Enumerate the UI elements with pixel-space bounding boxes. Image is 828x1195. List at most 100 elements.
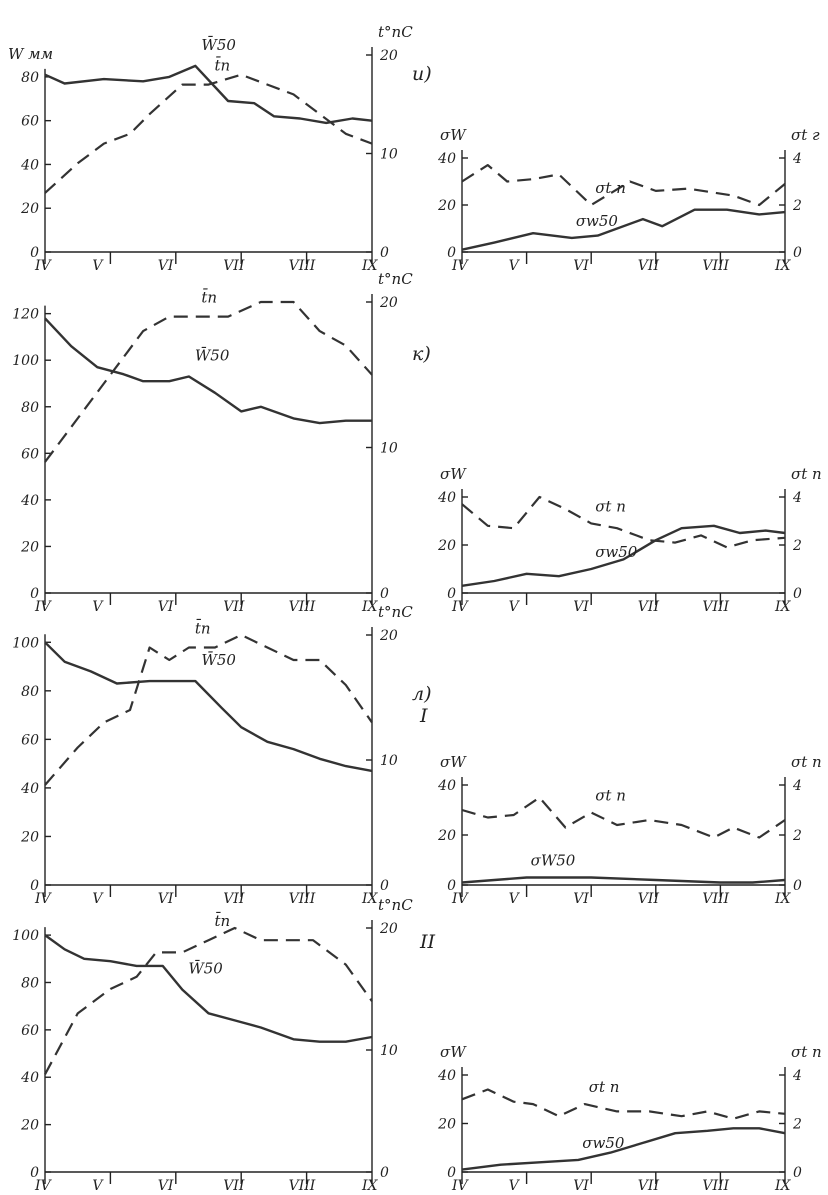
y-axis-label: σW: [440, 1043, 467, 1061]
month-label: IV: [451, 891, 470, 907]
series-label: σw50: [595, 543, 638, 561]
y2-tick-label: 10: [380, 441, 398, 457]
y2-tick-label: 10: [380, 147, 398, 163]
chart-panel-1: 0 20 40 0 2 4 IV V VI VII VIII IX σW σt г σt п σw50: [437, 126, 820, 274]
y-tick-label: 40: [20, 157, 39, 173]
series-line-temperature: [461, 1088, 786, 1120]
month-label: V: [92, 1178, 104, 1194]
y-axis-label: σW: [440, 753, 467, 771]
y-tick-label: 60: [21, 732, 39, 748]
y-tick-label: 20: [437, 1117, 456, 1133]
chart-panel-4: 0 20 40 60 80 100 0 10 20 IV V VI VII VIII IX t°пC W̄50 t…: [12, 603, 431, 907]
month-label: V: [509, 891, 521, 907]
month-label: IV: [34, 599, 53, 615]
chart-panel-3: 0 20 40 0 2 4 IV V VI VII VIII IX σW σt п σt п σw50: [437, 465, 822, 615]
y-tick-label: 80: [21, 684, 39, 700]
y-tick-label: 0: [30, 245, 39, 261]
y-tick-label: 100: [12, 635, 39, 651]
month-label: IX: [774, 891, 792, 907]
y2-tick-label: 4: [792, 151, 802, 167]
series-line-moisture: [461, 524, 786, 587]
month-label: VII: [223, 258, 245, 274]
y2-tick-label: 0: [793, 1165, 802, 1181]
y-tick-label: 20: [20, 539, 39, 555]
y-tick-label: 40: [437, 778, 456, 794]
chart-panel-6: 0 20 40 60 80 100 0 10 20 IV V VI VII VIII IX t°пC W̄50 t…: [12, 896, 435, 1194]
y-tick-label: 0: [447, 245, 456, 261]
y-tick-label: 20: [20, 1118, 39, 1134]
month-label: IV: [451, 1178, 470, 1194]
section-label: л): [412, 683, 432, 705]
y2-tick-label: 0: [793, 245, 802, 261]
month-label: V: [92, 599, 104, 615]
y-tick-label: 20: [437, 538, 456, 554]
y2-tick-label: 10: [380, 1043, 398, 1059]
series-line-moisture: [461, 208, 786, 251]
month-label: IV: [34, 258, 53, 274]
y-tick-label: 0: [30, 1165, 39, 1181]
y-tick-label: 100: [12, 928, 39, 944]
series-label: σW50: [531, 852, 576, 870]
month-label: VI: [573, 1178, 589, 1194]
series-line-moisture: [461, 1127, 786, 1171]
series-line-temperature: [461, 796, 786, 839]
month-label: VIII: [702, 599, 729, 615]
series-line-temperature: [44, 300, 373, 463]
y2-tick-label: 2: [792, 828, 802, 844]
series-line-temperature: [461, 164, 786, 207]
series-label: t̄п: [195, 619, 211, 637]
month-label: VI: [158, 599, 174, 615]
month-label: VII: [223, 891, 245, 907]
series-line-temperature: [44, 926, 373, 1075]
month-label: VI: [158, 1178, 174, 1194]
series-label: σw50: [576, 212, 619, 230]
y-tick-label: 0: [30, 878, 39, 894]
month-label: VIII: [289, 258, 316, 274]
y2-tick-label: 20: [379, 295, 398, 311]
month-label: VII: [638, 599, 660, 615]
y2-tick-label: 0: [380, 245, 389, 261]
month-label: VI: [158, 891, 174, 907]
month-label: IV: [451, 599, 470, 615]
y2-tick-label: 0: [380, 878, 389, 894]
month-label: VI: [573, 599, 589, 615]
series-label: t̄п: [201, 288, 217, 306]
y-tick-label: 80: [21, 400, 39, 416]
section-label: и): [412, 63, 432, 85]
subsection-label: II: [419, 931, 436, 953]
y-tick-label: 40: [20, 781, 39, 797]
month-label: VI: [573, 258, 589, 274]
y2-tick-label: 0: [380, 586, 389, 602]
month-label: VI: [573, 891, 589, 907]
month-label: VIII: [702, 891, 729, 907]
y-tick-label: 60: [21, 1023, 39, 1039]
month-label: VII: [223, 1178, 245, 1194]
y-tick-label: 20: [437, 198, 456, 214]
series-label: W̄50: [201, 651, 236, 669]
month-label: VIII: [702, 1178, 729, 1194]
series-line-moisture: [44, 317, 372, 425]
series-label: W̄50: [188, 960, 223, 978]
y2-tick-label: 4: [792, 490, 802, 506]
y2-tick-label: 0: [380, 1165, 389, 1181]
y2-tick-label: 2: [792, 198, 802, 214]
y-tick-label: 80: [21, 70, 39, 86]
month-label: IX: [774, 599, 792, 615]
month-label: IX: [361, 599, 379, 615]
month-label: V: [509, 599, 521, 615]
series-label: t̄п: [215, 912, 231, 930]
y2-tick-label: 0: [793, 878, 802, 894]
series-label: W̄50: [201, 36, 236, 54]
month-label: VII: [638, 1178, 660, 1194]
series-line-moisture: [44, 641, 373, 773]
y-tick-label: 40: [20, 493, 39, 509]
y2-tick-label: 0: [793, 586, 802, 602]
y-tick-label: 120: [12, 307, 39, 323]
month-label: V: [92, 891, 104, 907]
y-tick-label: 60: [21, 446, 39, 462]
series-label: σt п: [595, 179, 626, 197]
y-tick-label: 0: [447, 586, 456, 602]
y2-axis-label: t°пC: [378, 270, 413, 288]
y-tick-label: 40: [20, 1070, 39, 1086]
